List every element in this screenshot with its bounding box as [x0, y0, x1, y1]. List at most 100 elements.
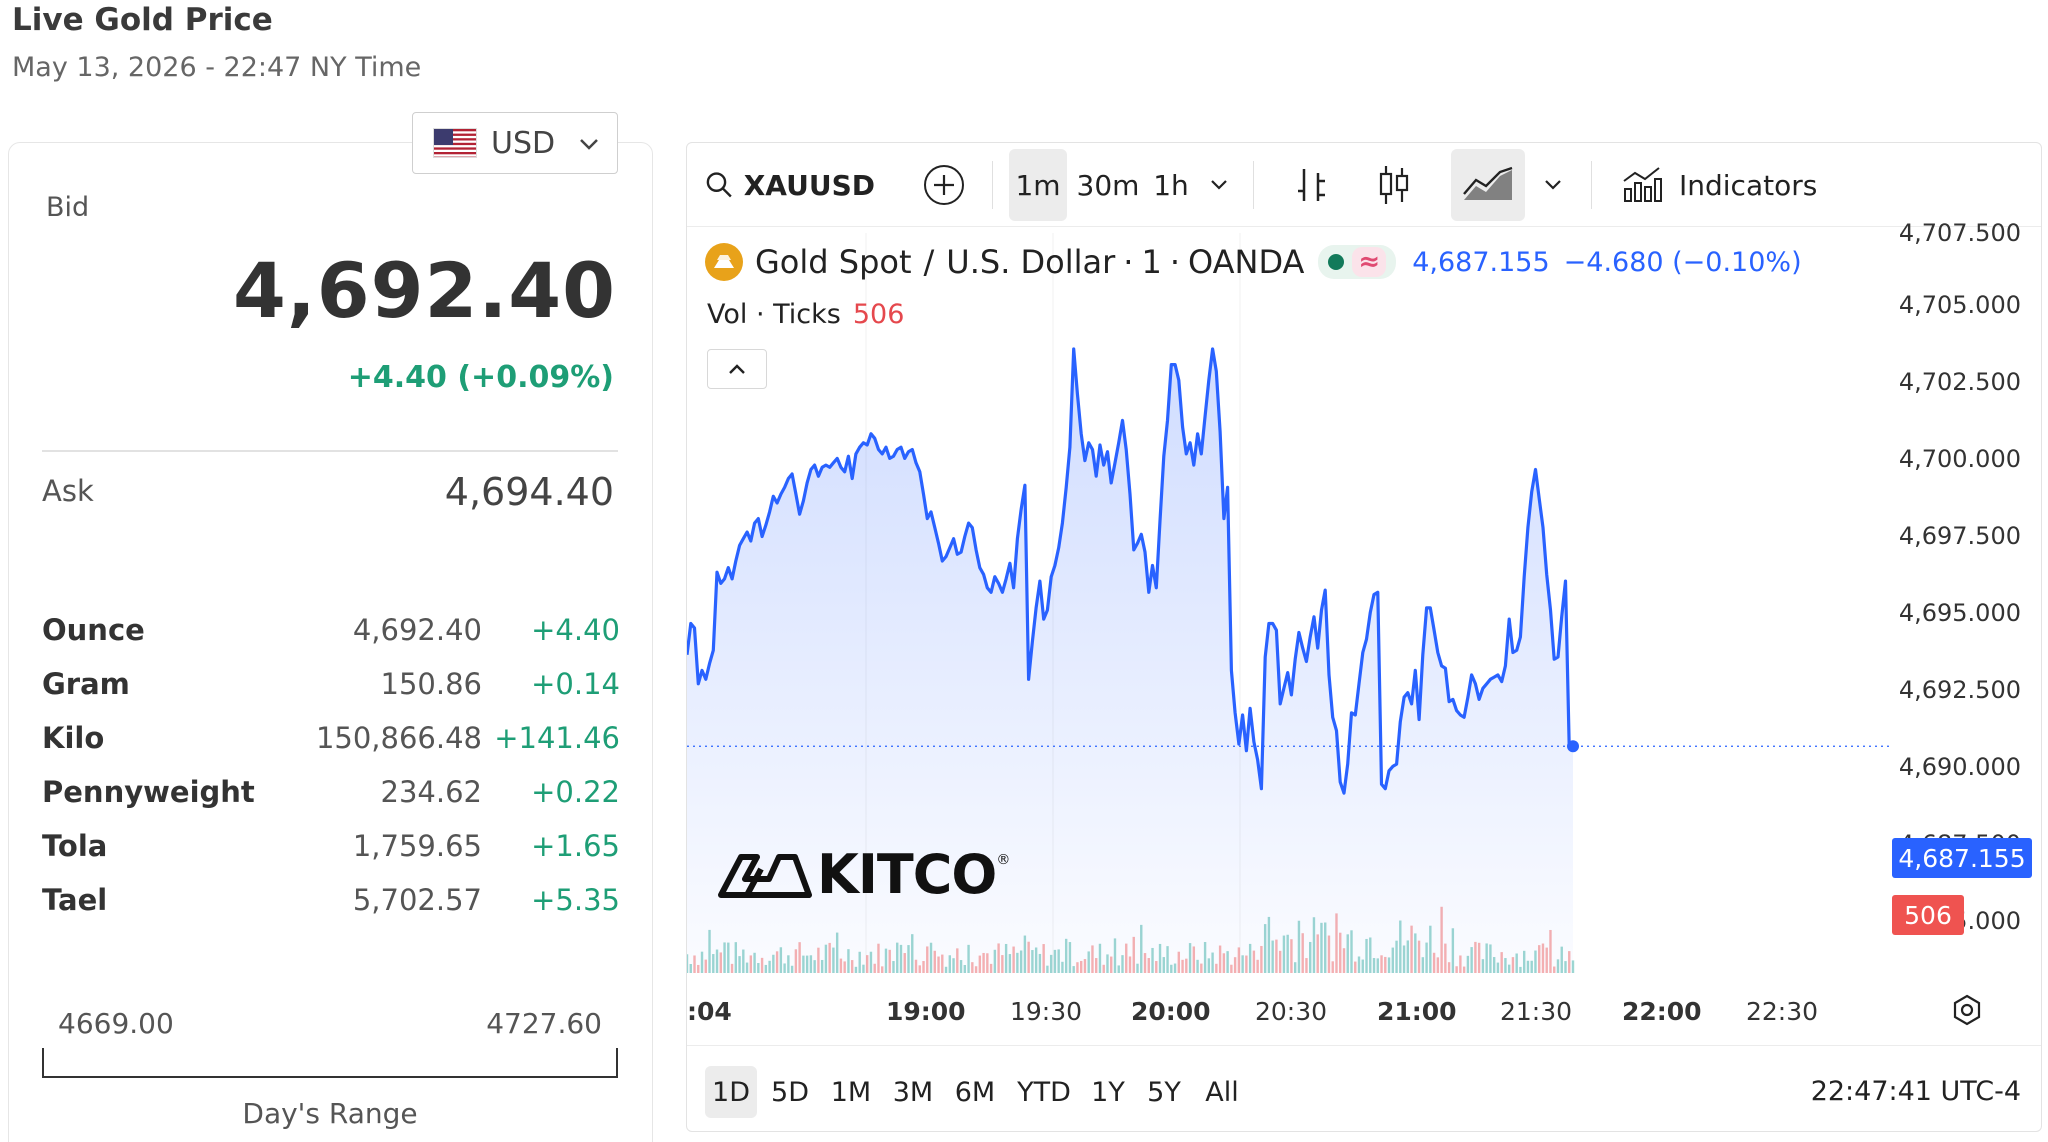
currency-label: USD	[491, 125, 556, 161]
legend-source: OANDA	[1188, 243, 1305, 281]
chart-toolbar: XAUUSD 1m 30m 1h	[687, 143, 2041, 227]
legend-dot: ·	[1123, 243, 1134, 281]
kitco-logo: KITCO ®	[717, 843, 1010, 906]
time-axis-label: 22:30	[1746, 997, 1819, 1026]
plus-circle-icon	[924, 165, 964, 205]
range-1m-button[interactable]: 1M	[830, 1076, 872, 1108]
bar-chart-type-button[interactable]	[1287, 149, 1337, 221]
time-range-bar: 1D 5D 1M 3M 6M YTD 1Y 5Y All 22:47:41 UT…	[687, 1045, 2041, 1131]
table-row: Pennyweight 234.62 +0.22	[42, 765, 620, 819]
registered-mark: ®	[996, 851, 1010, 868]
day-range-low: 4669.00	[58, 1007, 174, 1040]
candlestick-icon	[1379, 166, 1409, 204]
time-axis-label: 20:30	[1255, 997, 1328, 1026]
bid-label: Bid	[46, 192, 90, 223]
weight-change: +5.35	[531, 883, 620, 917]
delayed-data-icon: ≈	[1352, 247, 1387, 277]
page-title: Live Gold Price	[12, 2, 273, 38]
symbol-label: XAUUSD	[743, 168, 875, 202]
legend-change: −4.680 (−0.10%)	[1563, 246, 1802, 278]
chart-clock[interactable]: 22:47:41 UTC-4	[1810, 1076, 2021, 1107]
time-axis-label: 19:30	[1010, 997, 1083, 1026]
gear-icon	[1953, 994, 1981, 1026]
table-row: Gram 150.86 +0.14	[42, 657, 620, 711]
chart-type-dropdown-button[interactable]	[1533, 149, 1573, 221]
range-5d-button[interactable]: 5D	[771, 1076, 809, 1108]
time-axis-label: 20:00	[1131, 997, 1211, 1026]
collapse-legend-button[interactable]	[707, 349, 767, 389]
table-row: Kilo 150,866.48 +141.46	[42, 711, 620, 765]
chevron-down-icon	[1211, 180, 1227, 190]
weight-value: 5,702.57	[352, 883, 482, 917]
weight-value: 150,866.48	[315, 721, 482, 755]
table-row: Tael 5,702.57 +5.35	[42, 873, 620, 927]
last-price-tag: 4,687.155	[1892, 838, 2032, 878]
interval-dropdown-button[interactable]	[1199, 149, 1239, 221]
range-1y-button[interactable]: 1Y	[1091, 1076, 1125, 1108]
range-ytd-button[interactable]: YTD	[1017, 1076, 1071, 1108]
weight-name: Pennyweight	[42, 775, 255, 809]
last-price-dot	[1567, 740, 1579, 753]
ohlc-bars-icon	[1298, 169, 1325, 201]
area-chart-type-button[interactable]	[1451, 149, 1525, 221]
weight-value: 1,759.65	[352, 829, 482, 863]
add-symbol-button[interactable]	[919, 149, 969, 221]
range-5y-button[interactable]: 5Y	[1147, 1076, 1181, 1108]
toolbar-separator	[992, 161, 993, 209]
gold-coin-icon	[705, 243, 743, 281]
bid-change: +4.40 (+0.09%)	[347, 360, 614, 395]
toolbar-separator	[1253, 161, 1254, 209]
price-line	[687, 347, 1573, 795]
interval-1h[interactable]: 1h	[1153, 168, 1189, 202]
kitco-logo-text: KITCO	[817, 843, 997, 906]
volume-value: 506	[852, 299, 905, 330]
legend-last-price: 4,687.155	[1412, 246, 1550, 278]
market-status-pill[interactable]: ≈	[1318, 245, 1397, 279]
weight-name: Tola	[42, 829, 108, 863]
indicators-button[interactable]: Indicators	[1621, 149, 1841, 221]
symbol-search-button[interactable]: XAUUSD	[705, 149, 875, 221]
range-3m-button[interactable]: 3M	[892, 1076, 934, 1108]
interval-30m[interactable]: 30m	[1076, 168, 1140, 202]
price-card	[8, 142, 653, 1142]
weight-name: Ounce	[42, 613, 145, 647]
candles-chart-type-button[interactable]	[1369, 149, 1419, 221]
weight-change: +1.65	[531, 829, 620, 863]
volume-legend: Vol · Ticks 506	[707, 299, 904, 330]
weight-change: +0.22	[531, 775, 620, 809]
time-axis-label: 22:00	[1622, 997, 1702, 1026]
us-flag-icon	[433, 128, 477, 158]
weight-value: 4,692.40	[352, 613, 482, 647]
weight-name: Gram	[42, 667, 130, 701]
market-open-dot-icon	[1328, 254, 1345, 270]
weight-value: 234.62	[380, 775, 482, 809]
chart-settings-button[interactable]	[1950, 993, 1984, 1035]
divider	[42, 450, 618, 452]
table-row: Tola 1,759.65 +1.65	[42, 819, 620, 873]
last-volume-tag: 506	[1892, 895, 1964, 935]
price-axis-label: 4,695.000	[1898, 599, 2021, 627]
legend-interval: 1	[1141, 243, 1162, 281]
price-chart[interactable]	[687, 143, 2042, 1045]
range-1d-button[interactable]: 1D	[705, 1066, 757, 1118]
range-6m-button[interactable]: 6M	[954, 1076, 996, 1108]
time-axis-label: 19:00	[886, 997, 966, 1026]
price-axis-label: 4,690.000	[1898, 753, 2021, 781]
weight-name: Tael	[42, 883, 108, 917]
indicators-icon	[1623, 167, 1662, 202]
ask-label: Ask	[42, 474, 94, 508]
day-range-high: 4727.60	[486, 1007, 602, 1040]
currency-select[interactable]: USD	[412, 112, 618, 174]
chevron-down-icon	[1545, 180, 1561, 190]
legend-symbol-name: Gold Spot	[755, 243, 912, 281]
chevron-up-icon	[729, 364, 745, 374]
legend-dot: ·	[1169, 243, 1180, 281]
interval-1m[interactable]: 1m	[1009, 149, 1067, 221]
area-chart-icon	[1463, 166, 1513, 200]
legend-separator: /	[923, 243, 935, 281]
price-axis-label: 4,700.000	[1898, 445, 2021, 473]
bid-value: 4,692.40	[232, 246, 616, 335]
weight-change: +4.40	[531, 613, 620, 647]
weight-change: +0.14	[531, 667, 620, 701]
range-all-button[interactable]: All	[1205, 1076, 1239, 1108]
